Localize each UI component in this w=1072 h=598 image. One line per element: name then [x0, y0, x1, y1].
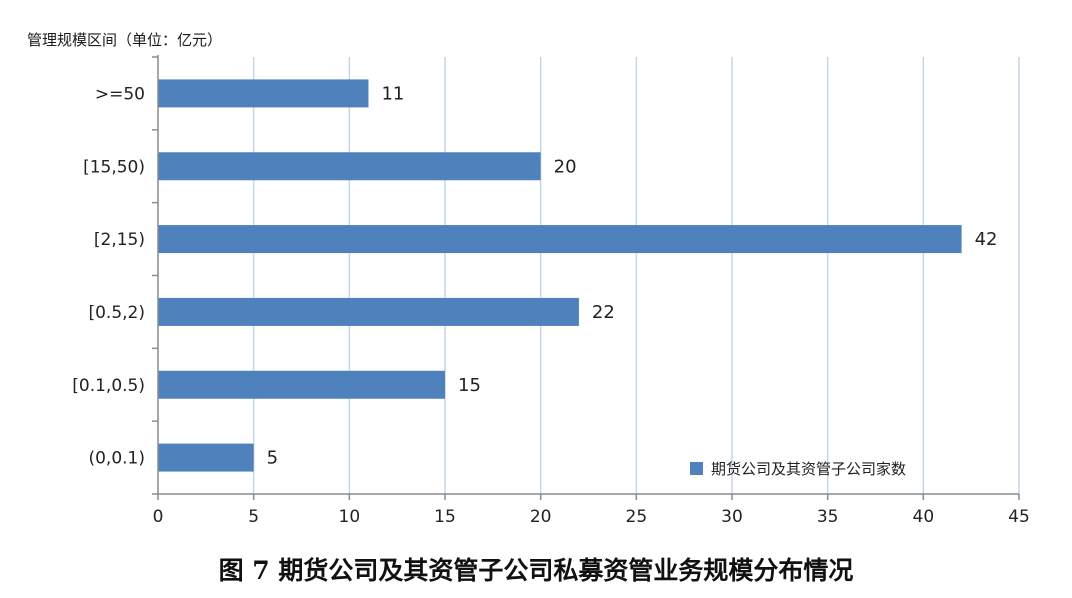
bar: [158, 443, 254, 472]
labels: 11 >=50 20 [15,50) 42 [2,15) 22 [0.5,2) 15 [0.1,0…: [72, 83, 1030, 527]
bar: [158, 225, 962, 254]
figure-caption: 图 7 期货公司及其资管子公司私募资管业务规模分布情况: [218, 556, 854, 585]
y-tick-label: >=50: [95, 84, 145, 104]
legend-swatch: [690, 462, 703, 475]
y-tick-label: [0.1,0.5): [72, 376, 145, 396]
x-tick-label: 25: [626, 507, 648, 527]
x-tick-label: 45: [1008, 507, 1030, 527]
y-tick-label: [0.5,2): [88, 303, 145, 323]
data-label: 11: [381, 83, 404, 104]
x-tick-label: 35: [817, 507, 839, 527]
data-label: 5: [267, 448, 278, 469]
x-tick-label: 20: [530, 507, 552, 527]
data-label: 42: [975, 229, 998, 250]
bar: [158, 79, 369, 108]
bar: [158, 370, 445, 399]
y-tick-label: [2,15): [94, 230, 145, 250]
x-tick-label: 0: [153, 507, 164, 527]
y-tick-label: (0,0.1): [88, 449, 145, 469]
x-tick-label: 15: [434, 507, 456, 527]
x-tick-label: 5: [248, 507, 259, 527]
legend-label: 期货公司及其资管子公司家数: [711, 460, 906, 478]
bar: [158, 152, 541, 181]
grid-lines: [252, 57, 1020, 494]
x-tick-label: 10: [339, 507, 361, 527]
x-tick-label: 30: [721, 507, 743, 527]
data-label: 20: [554, 156, 577, 177]
legend: 期货公司及其资管子公司家数: [690, 460, 906, 478]
x-tick-label: 40: [913, 507, 935, 527]
bar: [158, 297, 579, 326]
bars: [158, 79, 962, 472]
y-tick-label: [15,50): [83, 157, 145, 177]
data-label: 15: [458, 375, 481, 396]
y-axis-title: 管理规模区间（单位：亿元）: [27, 31, 223, 49]
axes: [152, 55, 1020, 500]
data-label: 22: [592, 302, 615, 323]
